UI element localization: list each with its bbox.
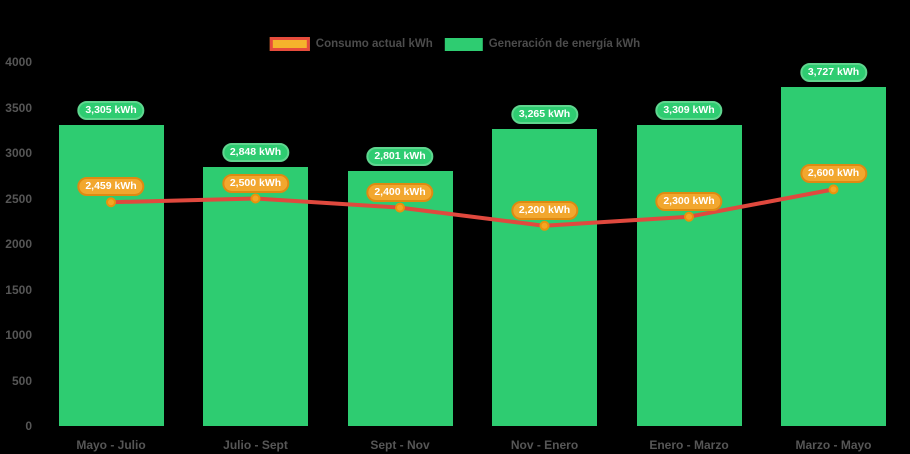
consumption-point[interactable] [539, 220, 550, 231]
x-axis-category-label: Nov - Enero [510, 438, 579, 452]
x-axis-category-label: Mayo - Julio [76, 438, 146, 452]
consumo-legend-swatch-icon [269, 37, 310, 51]
legend-label-generacion: Generación de energía kWh [488, 38, 641, 50]
legend-item-consumo[interactable]: Consumo actual kWh [269, 37, 433, 51]
generation-bar[interactable] [58, 125, 164, 426]
generation-value-label: 2,848 kWh [221, 142, 290, 162]
y-axis-tick-label: 3000 [5, 146, 32, 160]
consumption-point[interactable] [106, 197, 116, 208]
generation-bar[interactable] [203, 166, 308, 426]
x-axis-category-label: Marzo - Mayo [795, 438, 872, 452]
consumption-value-label: 2,600 kWh [799, 164, 868, 184]
consumption-value-label: 2,459 kWh [77, 177, 145, 197]
generation-bar[interactable] [492, 128, 597, 426]
legend-label-consumo: Consumo actual kWh [315, 38, 433, 50]
generation-value-label: 2,801 kWh [366, 147, 434, 167]
chart-legend: Consumo actual kWh Generación de energía… [269, 37, 641, 51]
x-axis-category-label: Sept - Nov [370, 438, 430, 452]
consumption-value-label: 2,300 kWh [655, 191, 723, 211]
generation-value-label: 3,305 kWh [77, 101, 145, 121]
consumption-point[interactable] [828, 184, 839, 195]
consumption-value-label: 2,500 kWh [221, 173, 290, 193]
y-axis-tick-label: 4000 [5, 55, 32, 69]
consumption-point[interactable] [684, 211, 694, 222]
consumption-point[interactable] [250, 193, 261, 204]
generation-value-label: 3,265 kWh [510, 104, 579, 124]
legend-item-generacion[interactable]: Generación de energía kWh [444, 37, 641, 51]
consumption-value-label: 2,200 kWh [510, 200, 579, 220]
x-axis-category-label: Julio - Sept [223, 438, 288, 452]
y-axis-tick-label: 1000 [5, 328, 32, 342]
y-axis-tick-label: 0 [25, 419, 32, 433]
y-axis-tick-label: 500 [11, 373, 32, 388]
y-axis-tick-label: 3500 [5, 100, 32, 115]
y-axis-tick-label: 2500 [5, 191, 32, 206]
y-axis-tick-label: 2000 [5, 237, 32, 251]
generation-bar[interactable] [636, 124, 742, 426]
generation-value-label: 3,309 kWh [655, 100, 723, 120]
consumption-point[interactable] [395, 202, 405, 213]
consumption-value-label: 2,400 kWh [366, 182, 434, 202]
x-axis-category-label: Enero - Marzo [649, 438, 729, 452]
generation-value-label: 3,727 kWh [799, 62, 868, 82]
generation-bar[interactable] [781, 86, 886, 426]
y-axis-tick-label: 1500 [5, 282, 32, 297]
generacion-legend-swatch-icon [444, 37, 483, 51]
